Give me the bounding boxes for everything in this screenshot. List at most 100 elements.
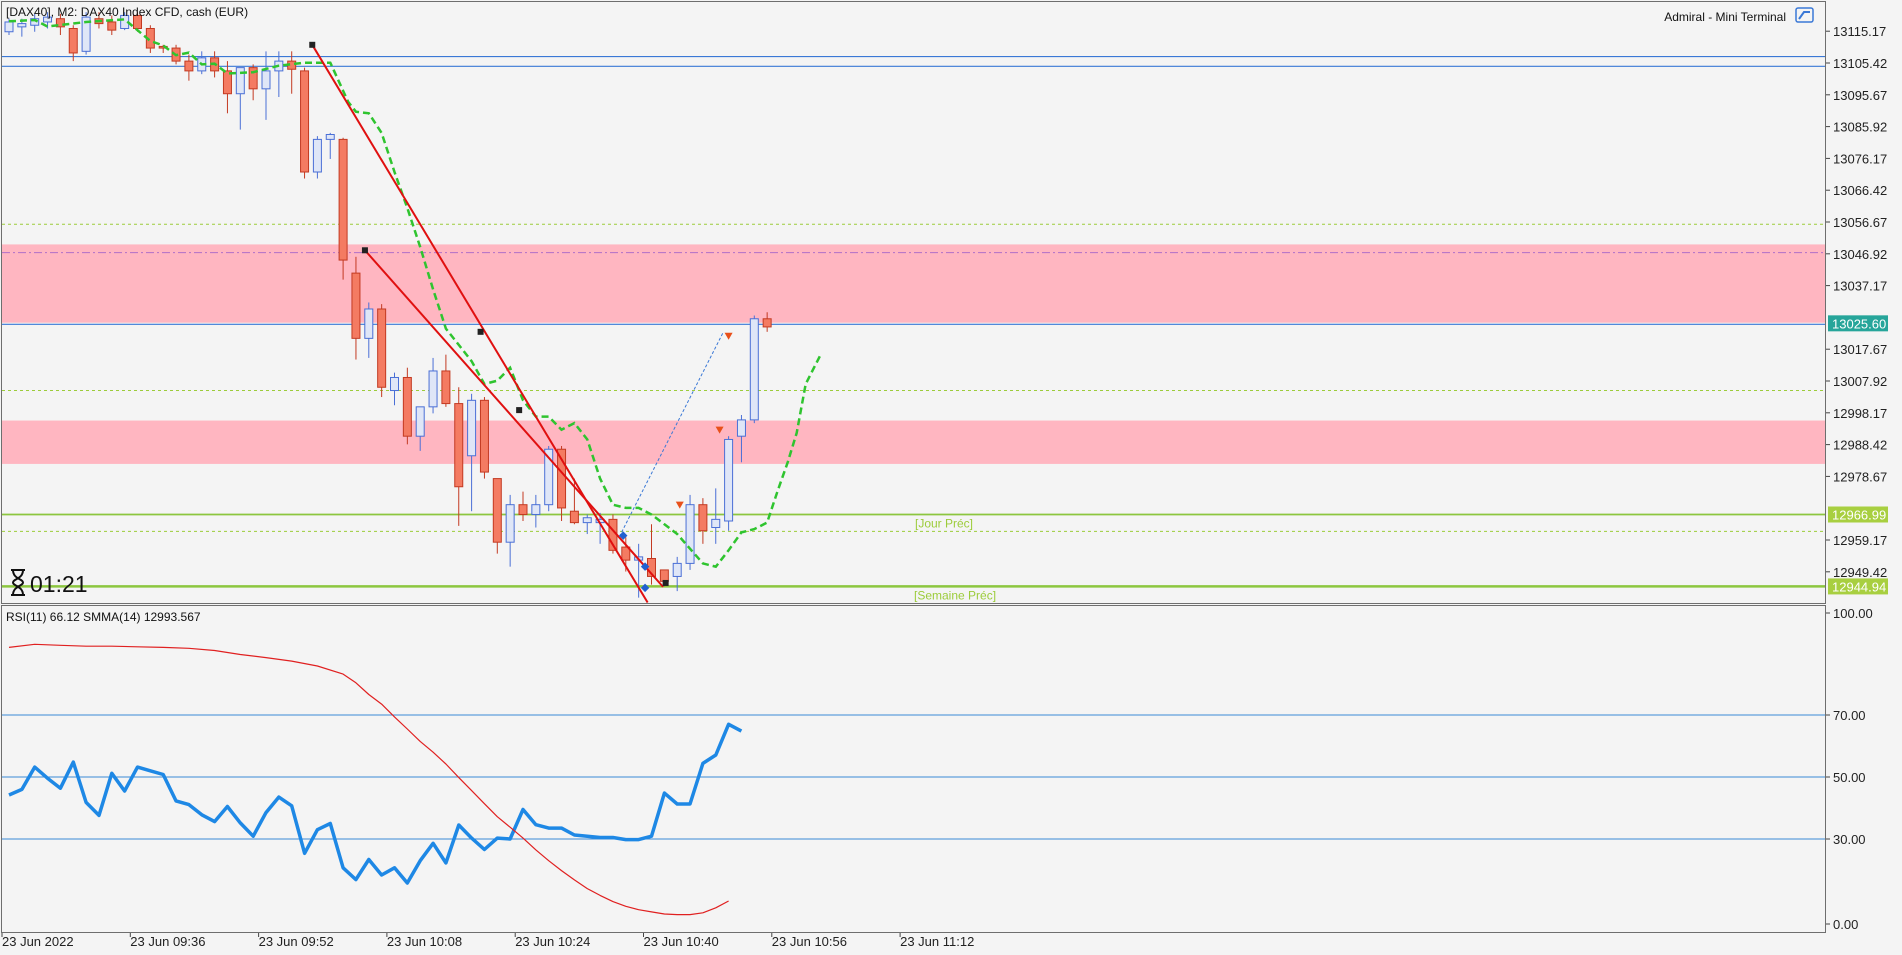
- y-tick-label: 12978.67: [1833, 469, 1887, 484]
- timer-value: 01:21: [30, 571, 88, 597]
- candle-body: [68, 27, 78, 54]
- x-tick-label: 23 Jun 10:24: [515, 934, 590, 949]
- x-tick-label: 23 Jun 11:12: [900, 934, 974, 949]
- candle[interactable]: [518, 491, 528, 521]
- candle[interactable]: [300, 67, 310, 179]
- candle-body: [133, 14, 142, 29]
- candle[interactable]: [248, 64, 258, 101]
- trend-line[interactable]: [364, 249, 664, 588]
- candle[interactable]: [184, 54, 194, 81]
- candle[interactable]: [222, 61, 232, 114]
- rsi-tick-label: 100.00: [1833, 606, 1873, 621]
- svg-text:13025.60: 13025.60: [1832, 316, 1886, 331]
- candle[interactable]: [531, 494, 541, 528]
- candle[interactable]: [582, 514, 592, 535]
- candle[interactable]: [672, 556, 682, 592]
- candle-body: [736, 419, 746, 437]
- candle-body: [81, 16, 91, 52]
- candle-body: [107, 21, 117, 31]
- candle[interactable]: [55, 13, 65, 36]
- arrow-marker: [724, 332, 733, 340]
- candle[interactable]: [428, 357, 438, 414]
- candle[interactable]: [492, 478, 502, 554]
- resistance-zone: [2, 420, 1825, 464]
- candle-body: [582, 517, 592, 524]
- candle-body: [312, 138, 322, 173]
- candle[interactable]: [762, 312, 772, 332]
- timer: 01:21: [11, 569, 88, 597]
- candle[interactable]: [30, 13, 40, 32]
- candle[interactable]: [467, 393, 477, 512]
- candle-body: [300, 70, 310, 173]
- candle[interactable]: [68, 25, 78, 62]
- smma-line: [8, 643, 729, 916]
- x-tick-label: 23 Jun 2022: [2, 934, 74, 949]
- candle-body: [621, 546, 631, 561]
- candle-body: [415, 406, 425, 437]
- admiral-logo-icon: [1795, 7, 1814, 23]
- x-tick-label: 23 Jun 09:52: [259, 934, 334, 949]
- candle[interactable]: [312, 136, 322, 179]
- y-tick-label: 13056.67: [1833, 215, 1887, 230]
- candle[interactable]: [133, 12, 142, 32]
- price-panel[interactable]: [Jour Préc] [Semaine Préc]: [2, 12, 1825, 604]
- candle[interactable]: [711, 488, 721, 544]
- trend-line[interactable]: [311, 44, 649, 604]
- x-tick-label: 23 Jun 10:08: [387, 934, 462, 949]
- candle[interactable]: [107, 15, 117, 36]
- candle[interactable]: [351, 256, 361, 360]
- candle[interactable]: [505, 494, 515, 567]
- candle-body: [428, 370, 438, 408]
- trend-point: [662, 579, 669, 586]
- candle[interactable]: [685, 494, 695, 570]
- candle-body: [749, 318, 759, 421]
- candle[interactable]: [402, 367, 412, 445]
- candle[interactable]: [749, 315, 759, 424]
- candle[interactable]: [441, 354, 451, 407]
- candle[interactable]: [698, 498, 708, 544]
- candle-body: [724, 438, 734, 522]
- candle[interactable]: [261, 51, 271, 120]
- projection-line[interactable]: [618, 331, 724, 537]
- candle[interactable]: [338, 137, 348, 280]
- candle[interactable]: [325, 132, 335, 159]
- signal-marker: [618, 531, 628, 540]
- candle-body: [55, 18, 65, 28]
- candle-body: [685, 504, 695, 564]
- candle-body: [711, 518, 721, 529]
- candle-body: [235, 67, 245, 95]
- signal-marker: [640, 562, 650, 571]
- candle[interactable]: [415, 406, 425, 451]
- candle-body: [518, 504, 528, 515]
- y-tick-label: 12949.42: [1833, 565, 1887, 580]
- candle[interactable]: [4, 18, 14, 36]
- x-tick-label: 23 Jun 10:40: [644, 934, 719, 949]
- candle[interactable]: [736, 414, 746, 463]
- rsi-tick-label: 50.00: [1833, 770, 1866, 785]
- jour-prec-label: [Jour Préc]: [915, 517, 973, 531]
- candle[interactable]: [81, 12, 91, 55]
- candle-body: [659, 569, 669, 582]
- candle[interactable]: [724, 436, 734, 531]
- svg-text:12966.99: 12966.99: [1832, 508, 1886, 523]
- price-axis: 13115.17 13105.42 13095.67 13085.92 13076.17…: [1825, 24, 1888, 595]
- candle[interactable]: [390, 372, 399, 406]
- trend-point: [361, 247, 368, 254]
- semaine-prec-label: [Semaine Préc]: [914, 588, 996, 602]
- candle-body: [222, 70, 232, 95]
- trend-point: [477, 328, 484, 335]
- candle[interactable]: [364, 302, 374, 358]
- signal-marker: [640, 583, 650, 593]
- rsi-tick-label: 70.00: [1833, 708, 1866, 723]
- rsi-panel[interactable]: [2, 643, 1825, 916]
- candle[interactable]: [454, 387, 464, 526]
- candle[interactable]: [377, 304, 387, 398]
- candle-body: [505, 504, 515, 543]
- y-tick-label: 13046.92: [1833, 247, 1887, 262]
- candle[interactable]: [235, 67, 245, 130]
- candle[interactable]: [479, 397, 489, 479]
- rsi-line: [8, 722, 743, 885]
- trend-point: [309, 41, 316, 48]
- semaine-prec-price-tag: 12944.94: [1828, 578, 1888, 595]
